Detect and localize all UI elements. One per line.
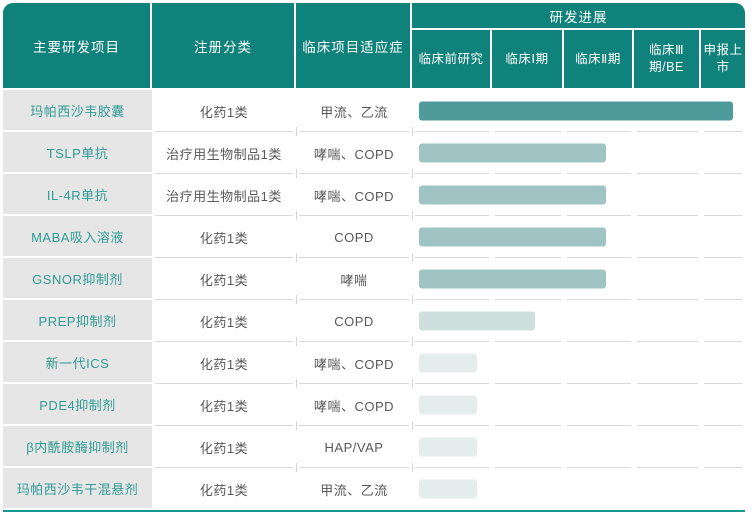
pipeline-table: 主要研发项目 注册分类 临床项目适应症 研发进展 临床前研究 临床Ⅰ期 临床Ⅱ期… <box>3 3 745 512</box>
registration-cell: 化药1类 <box>152 216 297 262</box>
stage-header-phase2: 临床Ⅱ期 <box>564 30 634 88</box>
indication-cell: 哮喘、COPD <box>296 384 413 430</box>
project-name-cell: IL-4R单抗 <box>3 174 152 216</box>
table-row: 玛帕西沙韦胶囊 化药1类 甲流、乙流 <box>3 90 745 136</box>
stage-grid <box>412 90 745 132</box>
table-row: PDE4抑制剂 化药1类 哮喘、COPD <box>3 384 745 430</box>
registration-cell: 治疗用生物制品1类 <box>152 132 297 178</box>
stage-header-filing: 申报上市 <box>701 30 745 88</box>
registration-cell: 化药1类 <box>199 482 249 498</box>
progress-bar <box>419 353 477 373</box>
indication-cell: 甲流、乙流 <box>296 90 413 136</box>
project-name-cell: MABA吸入溶液 <box>3 216 152 258</box>
table-row: IL-4R单抗 治疗用生物制品1类 哮喘、COPD <box>3 174 745 220</box>
project-name-cell: 新一代ICS <box>3 342 152 384</box>
progress-bar <box>419 437 477 457</box>
progress-bar <box>419 185 606 205</box>
table-row: PREP抑制剂 化药1类 COPD <box>3 300 745 346</box>
indication-cell: 哮喘、COPD <box>296 132 413 178</box>
project-name-cell: PREP抑制剂 <box>3 300 152 342</box>
registration-cell: 化药1类 <box>152 90 297 136</box>
stage-header-preclinical: 临床前研究 <box>412 30 492 88</box>
indication-cell: HAP/VAP <box>296 426 413 472</box>
header-indication: 临床项目适应症 <box>296 3 412 88</box>
registration-cell: 化药1类 <box>152 384 297 430</box>
header-registration: 注册分类 <box>152 3 296 88</box>
progress-cell <box>412 174 745 216</box>
table-body: 玛帕西沙韦胶囊 化药1类 甲流、乙流 TSLP单抗 治疗用生物制品1类 哮喘、C… <box>3 90 745 510</box>
indication-cell: 哮喘、COPD <box>296 174 413 220</box>
table-row: 新一代ICS 化药1类 哮喘、COPD <box>3 342 745 388</box>
stage-grid <box>412 132 745 174</box>
project-name-cell: GSNOR抑制剂 <box>3 258 152 300</box>
header-progress-title: 研发进展 <box>412 3 745 30</box>
bottom-rule <box>3 510 745 512</box>
header-progress-group: 研发进展 临床前研究 临床Ⅰ期 临床Ⅱ期 临床Ⅲ期/BE 申报上市 <box>412 3 745 88</box>
project-name-cell: 玛帕西沙韦干混悬剂 <box>3 468 152 510</box>
indication-cell: 哮喘、COPD <box>296 342 413 388</box>
stage-header-phase1: 临床Ⅰ期 <box>492 30 564 88</box>
project-name-cell: 玛帕西沙韦胶囊 <box>3 90 152 132</box>
progress-cell <box>412 300 745 342</box>
registration-cell: 化药1类 <box>152 300 297 346</box>
stage-grid <box>412 342 745 384</box>
indication-cell: COPD <box>296 216 413 262</box>
progress-cell <box>412 426 745 468</box>
table-row: TSLP单抗 治疗用生物制品1类 哮喘、COPD <box>3 132 745 178</box>
table-row: β内酰胺酶抑制剂 化药1类 HAP/VAP <box>3 426 745 472</box>
indication-cell: 甲流、乙流 <box>320 482 388 498</box>
progress-bar <box>419 227 606 247</box>
indication-cell: COPD <box>296 300 413 346</box>
header-project: 主要研发项目 <box>3 3 152 88</box>
table-row: GSNOR抑制剂 化药1类 哮喘 <box>3 258 745 304</box>
progress-bar <box>419 269 606 289</box>
progress-cell <box>412 90 745 132</box>
project-name-cell: β内酰胺酶抑制剂 <box>3 426 152 468</box>
progress-bar <box>419 101 733 121</box>
header-stage-row: 临床前研究 临床Ⅰ期 临床Ⅱ期 临床Ⅲ期/BE 申报上市 <box>412 30 745 88</box>
stage-grid <box>412 300 745 342</box>
progress-bar <box>419 479 477 499</box>
indication-cell: 哮喘 <box>296 258 413 304</box>
registration-cell: 化药1类 <box>152 342 297 388</box>
registration-cell: 化药1类 <box>152 258 297 304</box>
progress-bar <box>419 143 606 163</box>
progress-cell <box>412 132 745 174</box>
stage-grid <box>412 258 745 300</box>
stage-header-phase3-be: 临床Ⅲ期/BE <box>634 30 701 88</box>
stage-grid <box>412 216 745 258</box>
progress-cell <box>412 384 745 426</box>
stage-grid <box>412 426 745 468</box>
progress-bar <box>419 395 477 415</box>
table-row: MABA吸入溶液 化药1类 COPD <box>3 216 745 262</box>
progress-cell <box>412 342 745 384</box>
progress-cell <box>412 468 745 510</box>
table-header: 主要研发项目 注册分类 临床项目适应症 研发进展 临床前研究 临床Ⅰ期 临床Ⅱ期… <box>3 3 745 88</box>
progress-cell <box>412 258 745 300</box>
stage-grid <box>412 174 745 216</box>
registration-cell: 治疗用生物制品1类 <box>152 174 297 220</box>
progress-bar <box>419 311 535 331</box>
table-row: 玛帕西沙韦干混悬剂 化药1类 甲流、乙流 <box>3 468 745 510</box>
stage-grid <box>412 384 745 426</box>
project-name-cell: PDE4抑制剂 <box>3 384 152 426</box>
progress-cell <box>412 216 745 258</box>
project-name-cell: TSLP单抗 <box>3 132 152 174</box>
registration-cell: 化药1类 <box>152 426 297 472</box>
